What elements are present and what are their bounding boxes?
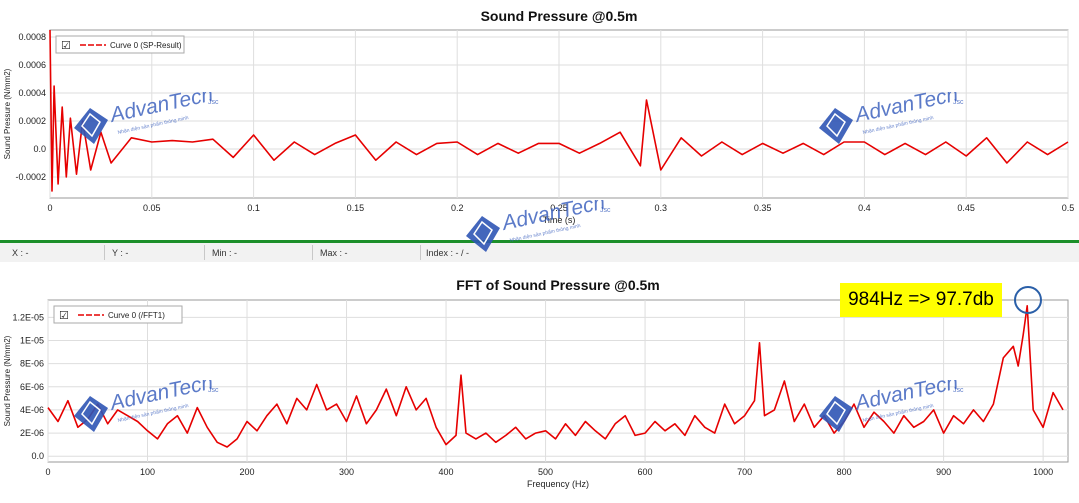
- watermark-logo: AdvanTech Jsc Nhận diện sản phẩm thông m…: [466, 200, 611, 252]
- watermark-suffix: Jsc: [953, 387, 964, 394]
- y-axis-label: Sound Pressure (N/mm2): [3, 335, 12, 426]
- watermark-diamond-inner-icon: [81, 112, 101, 138]
- watermark-diamond-icon: [74, 396, 108, 432]
- peak-marker-circle: [1014, 286, 1042, 314]
- watermark-diamond-inner-icon: [81, 400, 101, 426]
- x-tick-label: 0.3: [655, 203, 668, 213]
- chart-title: Sound Pressure @0.5m: [481, 8, 638, 24]
- y-tick-label: 8E-06: [20, 359, 44, 369]
- y-tick-label: 0.0002: [18, 116, 46, 126]
- x-tick-label: 0.45: [957, 203, 975, 213]
- legend-box: [53, 305, 183, 324]
- x-tick-label: 0.05: [143, 203, 161, 213]
- watermark-diamond-inner-icon: [826, 112, 846, 138]
- watermark-logo: AdvanTech Jsc Nhận diện sản phẩm thông m…: [74, 380, 219, 432]
- sound-pressure-plot: Sound Pressure @0.5m 0 0.05 0.1 0.15 0.2 0.25 0…: [3, 8, 1075, 225]
- y-tick-label: 0.0004: [18, 88, 46, 98]
- legend-entry: Curve 0 (/FFT1): [108, 311, 165, 320]
- x-tick-label: 800: [837, 467, 852, 477]
- y-tick-label: 0.0: [33, 144, 46, 154]
- panel-divider[interactable]: [0, 240, 1079, 243]
- y-axis-label: Sound Pressure (N/mm2): [3, 68, 12, 159]
- x-axis-label: Time (s): [543, 215, 576, 225]
- y-tick-label: 6E-06: [20, 382, 44, 392]
- peak-annotation: 984Hz => 97.7db: [840, 283, 1002, 317]
- watermark-logo: AdvanTech Jsc Nhận diện sản phẩm thông m…: [74, 92, 219, 144]
- watermark-suffix: Jsc: [953, 99, 964, 106]
- sound-pressure-chart: Sound Pressure @0.5m 0 0.05 0.1 0.15 0.2 0.25 0…: [0, 0, 1079, 240]
- y-tick-label: 0.0: [31, 451, 44, 461]
- legend-checkbox-icon: ☑: [61, 40, 71, 52]
- y-tick-label: 1.2E-05: [12, 312, 44, 322]
- x-tick-label: 300: [339, 467, 354, 477]
- x-tick-label: 0.5: [1062, 203, 1075, 213]
- x-tick-label: 0.15: [347, 203, 365, 213]
- legend-entry: Curve 0 (SP-Result): [110, 41, 182, 50]
- cursor-x-readout: X : -: [12, 248, 29, 258]
- legend-checkbox-icon: ☑: [59, 310, 69, 322]
- x-tick-label: 700: [737, 467, 752, 477]
- fft-plot: FFT of Sound Pressure @0.5m 0 100 200 300 400…: [3, 277, 1069, 489]
- x-tick-label: 600: [638, 467, 653, 477]
- watermark-suffix: Jsc: [600, 207, 611, 214]
- x-tick-label: 0.25: [550, 203, 568, 213]
- x-tick-label: 0.1: [247, 203, 260, 213]
- y-tick-label: 1E-05: [20, 336, 44, 346]
- legend-box: [55, 35, 185, 54]
- watermark-diamond-icon: [819, 108, 853, 144]
- cursor-index-readout: Index : - / -: [426, 248, 470, 258]
- chart-title: FFT of Sound Pressure @0.5m: [456, 277, 659, 293]
- x-tick-label: 100: [140, 467, 155, 477]
- cursor-min-readout: Min : -: [212, 248, 238, 258]
- y-tick-label: 0.0006: [18, 60, 46, 70]
- series-line: [49, 29, 1069, 192]
- x-tick-label: 400: [439, 467, 454, 477]
- x-tick-label: 0.4: [858, 203, 871, 213]
- watermark-diamond-inner-icon: [826, 400, 846, 426]
- y-tick-label: 2E-06: [20, 428, 44, 438]
- watermark-diamond-icon: [466, 216, 500, 252]
- x-tick-label: 200: [240, 467, 255, 477]
- x-tick-label: 0.2: [451, 203, 464, 213]
- x-tick-label: 900: [936, 467, 951, 477]
- cursor-max-readout: Max : -: [320, 248, 348, 258]
- cursor-y-readout: Y : -: [112, 248, 129, 258]
- y-tick-label: -0.0002: [15, 172, 46, 182]
- x-tick-label: 1000: [1033, 467, 1053, 477]
- watermark-diamond-icon: [74, 108, 108, 144]
- watermark-logo: AdvanTech Jsc Nhận diện sản phẩm thông m…: [819, 92, 964, 144]
- watermark-suffix: Jsc: [208, 387, 219, 394]
- y-tick-label: 4E-06: [20, 405, 44, 415]
- series-line: [47, 304, 1064, 448]
- watermark-logo: AdvanTech Jsc Nhận diện sản phẩm thông m…: [819, 380, 964, 432]
- y-tick-label: 0.0008: [18, 32, 46, 42]
- x-tick-label: 500: [538, 467, 553, 477]
- watermark-diamond-inner-icon: [473, 220, 493, 246]
- x-tick-label: 0.35: [754, 203, 772, 213]
- watermark-diamond-icon: [819, 396, 853, 432]
- x-tick-label: 0: [45, 467, 50, 477]
- x-tick-label: 0: [47, 203, 52, 213]
- watermark-suffix: Jsc: [208, 99, 219, 106]
- x-axis-label: Frequency (Hz): [527, 479, 589, 489]
